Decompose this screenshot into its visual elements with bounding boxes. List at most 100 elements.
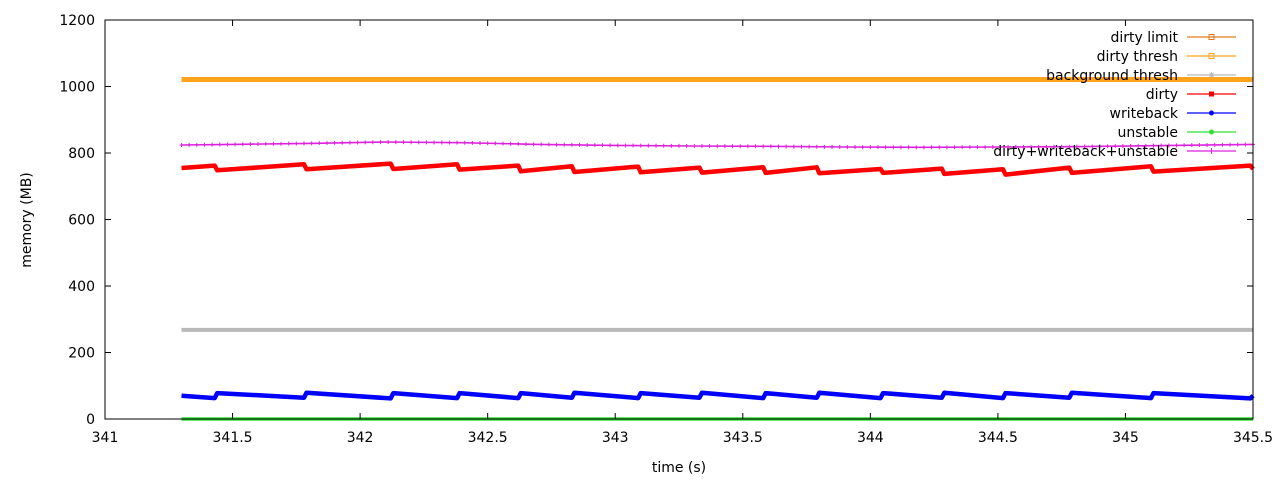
series-point [684, 143, 689, 148]
series-point [868, 145, 873, 150]
series-point [860, 145, 865, 150]
series-point [470, 140, 475, 145]
legend-marker [1209, 110, 1214, 116]
legend-label: background thresh [1046, 68, 1178, 84]
series-point [401, 140, 406, 145]
series-point [1136, 143, 1141, 148]
series-point [455, 140, 460, 145]
series-point [1182, 143, 1187, 148]
series-point [271, 141, 276, 146]
series-point [983, 145, 988, 150]
series-point [608, 143, 613, 148]
legend-label: unstable [1118, 125, 1179, 141]
series-point [975, 145, 980, 150]
legend-label: writeback [1110, 106, 1179, 122]
series-point [309, 141, 314, 146]
series-point [914, 145, 919, 150]
series-point [845, 145, 850, 150]
series-point [1243, 142, 1248, 147]
series-point [1097, 144, 1102, 149]
series-point [363, 140, 368, 145]
series-point [654, 143, 659, 148]
series-point [738, 144, 743, 149]
series-point [799, 144, 804, 149]
series-point [370, 140, 375, 145]
series-point [240, 142, 245, 147]
x-tick-label: 343 [602, 430, 629, 446]
series-point [554, 142, 559, 147]
series-point [516, 141, 521, 146]
series-point [256, 142, 261, 147]
series-point [1082, 144, 1087, 149]
series-point [822, 144, 827, 149]
series-point [1120, 144, 1125, 149]
legend: dirty limit dirty thresh background thresh… [993, 30, 1236, 160]
series-point [921, 145, 926, 150]
series-point [301, 141, 306, 146]
series-point [416, 140, 421, 145]
series-point [500, 141, 505, 146]
series-point [1067, 144, 1072, 149]
series-point [1174, 143, 1179, 148]
series-point [233, 142, 238, 147]
series-point [998, 145, 1003, 150]
series-point [217, 142, 222, 147]
legend-marker [1209, 91, 1214, 97]
series-point [248, 142, 253, 147]
series-point [1006, 144, 1011, 149]
series-point [937, 145, 942, 150]
series-point [393, 140, 398, 145]
series-point [830, 144, 835, 149]
series-point [1105, 144, 1110, 149]
series-point [1212, 142, 1217, 147]
series-point [355, 140, 360, 145]
series-point [569, 142, 574, 147]
series-point [577, 142, 582, 147]
series-point [661, 143, 666, 148]
series-point [677, 143, 681, 148]
series-point [585, 142, 590, 147]
series-point [929, 145, 934, 150]
series-point [768, 144, 773, 149]
series-point [562, 142, 567, 147]
series-point [898, 145, 903, 150]
series-point [753, 144, 758, 149]
legend-marker [1209, 129, 1214, 135]
y-tick-label: 800 [68, 146, 95, 162]
series-point [623, 143, 628, 148]
series-point [1113, 144, 1118, 149]
x-tick-label: 345.5 [1233, 430, 1273, 446]
series-point [807, 144, 812, 149]
series-point [347, 140, 352, 145]
series-point [1052, 144, 1057, 149]
series-point [631, 143, 636, 148]
series-point [699, 144, 704, 149]
x-tick-label: 342 [347, 430, 374, 446]
series-point [531, 142, 536, 147]
series-point [1159, 143, 1164, 148]
series-point [715, 144, 720, 149]
series-point [286, 141, 291, 146]
x-axis-label: time (s) [652, 460, 706, 476]
series-point [1220, 142, 1225, 147]
legend-label: dirty+writeback+unstable [993, 144, 1178, 160]
series-point [837, 144, 842, 149]
x-tick-label: 344.5 [978, 430, 1018, 446]
series-point [485, 141, 490, 146]
series-point [615, 143, 620, 148]
series-point [439, 140, 444, 145]
legend-marker [1208, 148, 1215, 154]
series-point [424, 140, 429, 145]
series-point [546, 142, 551, 147]
series-point [967, 145, 972, 150]
series-point [1197, 143, 1202, 148]
series-point [202, 142, 207, 147]
series-point [340, 140, 345, 145]
series-point [210, 142, 215, 147]
y-tick-label: 1200 [59, 13, 95, 29]
series-point [1228, 142, 1233, 147]
series-point [1189, 143, 1194, 148]
series-point [1036, 144, 1041, 149]
series-point [447, 140, 452, 145]
